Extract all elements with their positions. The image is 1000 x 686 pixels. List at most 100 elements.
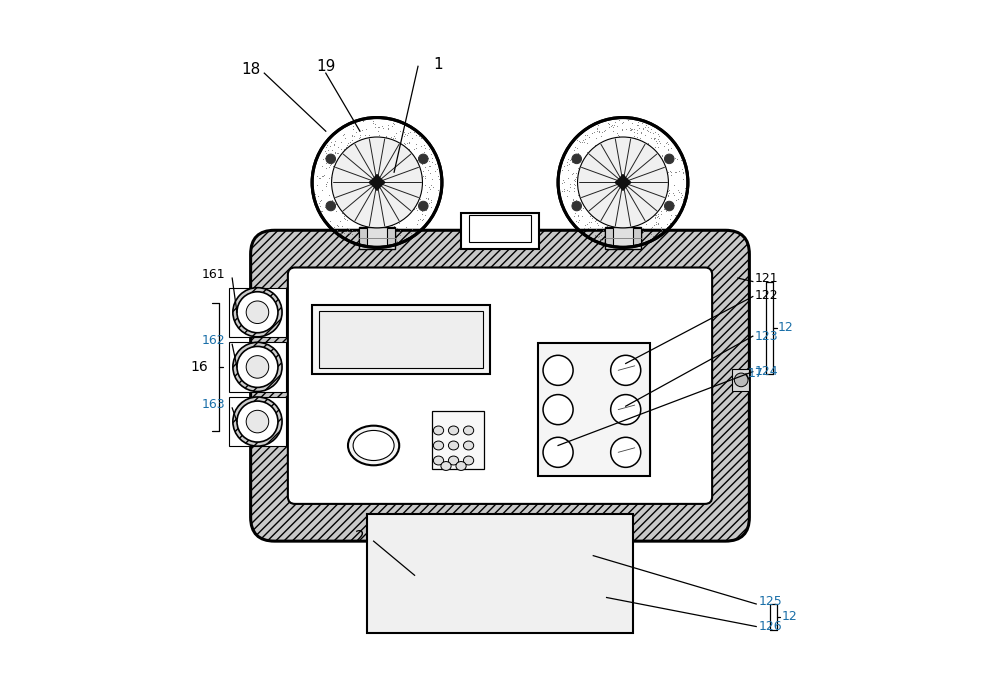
Point (349, 153, 365, 164)
Bar (319, 311, 483, 368)
Point (615, 117, 631, 128)
Point (564, 168, 580, 179)
Point (407, 156, 423, 167)
Point (330, 193, 346, 204)
Point (566, 183, 582, 194)
Point (675, 193, 691, 204)
Point (373, 179, 389, 190)
Point (613, 201, 629, 212)
Point (630, 163, 646, 174)
Point (632, 162, 648, 173)
Point (624, 143, 640, 154)
Point (403, 228, 419, 239)
Point (329, 148, 345, 159)
Point (411, 164, 427, 175)
Point (329, 161, 345, 172)
Point (660, 144, 676, 155)
Point (640, 138, 656, 149)
Point (349, 191, 365, 202)
Point (630, 116, 646, 127)
Point (641, 213, 657, 224)
Point (412, 175, 428, 186)
Bar (469, 215, 531, 242)
Point (393, 157, 409, 168)
Point (339, 140, 355, 151)
Point (408, 143, 424, 154)
Point (367, 119, 383, 130)
Point (383, 206, 399, 217)
Point (611, 130, 627, 141)
Point (399, 154, 415, 165)
Point (641, 182, 657, 193)
Point (574, 137, 590, 148)
Point (567, 180, 583, 191)
Point (595, 162, 611, 173)
Point (362, 158, 378, 169)
Point (363, 208, 379, 219)
Point (338, 180, 354, 191)
Point (340, 170, 356, 181)
Point (588, 209, 604, 220)
Point (382, 142, 398, 153)
Point (576, 170, 592, 181)
Point (376, 196, 392, 206)
Point (562, 154, 578, 165)
Point (354, 199, 370, 210)
Point (318, 147, 334, 158)
Point (339, 202, 355, 213)
Point (595, 225, 611, 236)
Point (397, 139, 413, 150)
Point (394, 158, 410, 169)
Point (327, 147, 343, 158)
Point (389, 172, 405, 183)
Point (364, 200, 380, 211)
Point (653, 223, 669, 234)
Point (421, 161, 437, 172)
Point (566, 178, 582, 189)
Point (635, 207, 651, 218)
Point (614, 137, 630, 147)
Point (412, 194, 428, 205)
Point (584, 211, 600, 222)
Point (624, 222, 640, 233)
Point (599, 206, 615, 217)
Point (369, 222, 385, 233)
Point (648, 136, 664, 147)
Point (413, 133, 429, 144)
Point (384, 219, 400, 230)
Point (663, 167, 679, 178)
Point (354, 222, 370, 233)
Point (376, 165, 392, 176)
Point (386, 209, 402, 220)
Point (666, 189, 682, 200)
Point (596, 126, 612, 137)
Point (632, 140, 648, 151)
Point (614, 124, 630, 135)
Circle shape (419, 154, 428, 164)
Point (593, 165, 609, 176)
Point (656, 167, 672, 178)
Point (358, 158, 374, 169)
Point (642, 210, 658, 221)
Point (334, 206, 350, 217)
Point (327, 136, 343, 147)
Point (614, 205, 630, 216)
Point (374, 231, 390, 242)
Point (573, 189, 589, 200)
Point (401, 151, 417, 162)
Point (629, 161, 645, 172)
Point (332, 216, 348, 227)
Point (654, 150, 670, 161)
Point (408, 202, 424, 213)
Point (386, 141, 402, 152)
Point (623, 150, 639, 161)
Point (675, 167, 691, 178)
Point (330, 141, 346, 152)
Point (366, 141, 382, 152)
Point (381, 158, 397, 169)
Point (326, 139, 342, 150)
Point (344, 156, 360, 167)
Point (623, 124, 639, 135)
Bar (229, 397, 286, 446)
Point (608, 215, 624, 226)
